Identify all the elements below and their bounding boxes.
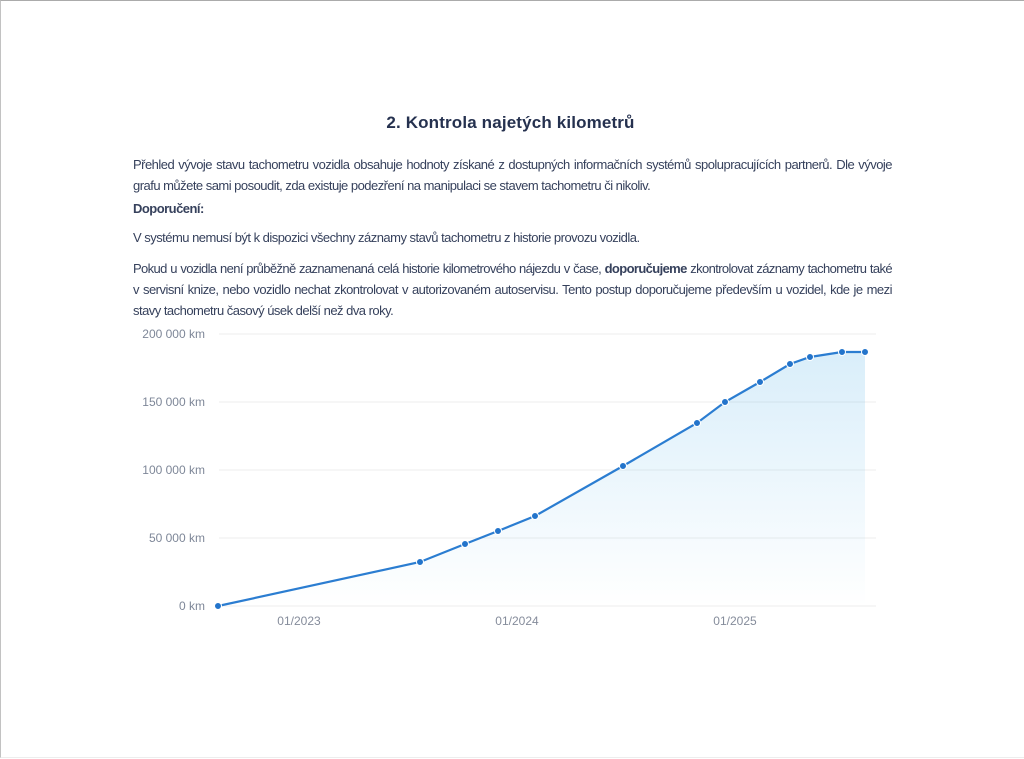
svg-text:01/2024: 01/2024 (495, 614, 539, 628)
svg-text:50 000 km: 50 000 km (149, 531, 205, 545)
svg-text:01/2025: 01/2025 (713, 614, 757, 628)
svg-text:01/2023: 01/2023 (277, 614, 321, 628)
svg-text:200 000 km: 200 000 km (142, 327, 205, 341)
svg-text:150 000 km: 150 000 km (142, 395, 205, 409)
svg-text:0 km: 0 km (179, 599, 205, 613)
svg-text:100 000 km: 100 000 km (142, 463, 205, 477)
